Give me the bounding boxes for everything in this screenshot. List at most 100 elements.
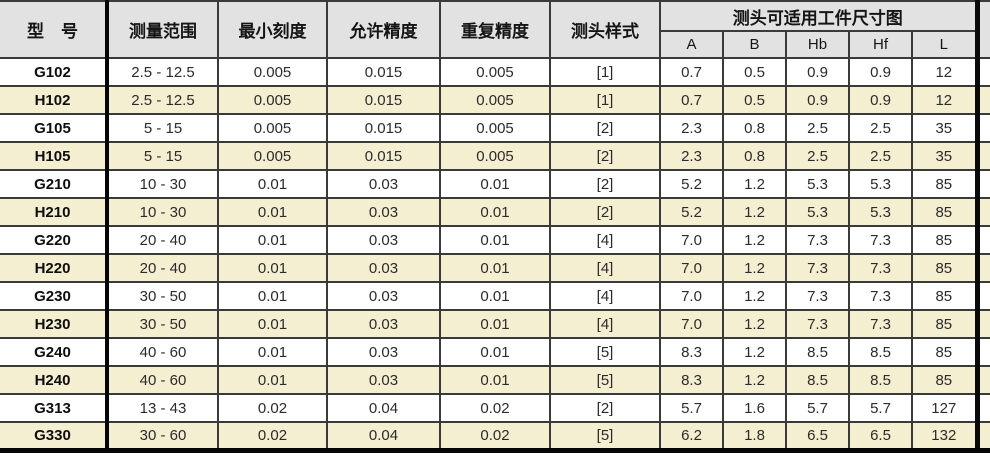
cell-value: 5.2 xyxy=(659,197,724,227)
cell-value: 0.03 xyxy=(326,197,441,227)
cell-value: 1.2 xyxy=(722,197,787,227)
cell-value: 0.01 xyxy=(217,169,328,199)
cell-value: 0.015 xyxy=(326,141,441,171)
cell-value: 0.02 xyxy=(217,421,328,453)
cell-model: G220 xyxy=(0,225,109,255)
cell-value: 30 - 50 xyxy=(106,309,219,339)
cell-value: 0.01 xyxy=(439,309,551,339)
cell-value: 0.01 xyxy=(217,365,328,395)
table-row: G240 40 - 60 0.01 0.03 0.01 [5] 8.3 1.2 … xyxy=(0,337,990,367)
cell-partial xyxy=(977,309,990,339)
cell-model: G330 xyxy=(0,421,109,453)
cell-value: 10 - 30 xyxy=(106,169,219,199)
cell-value: 20 - 40 xyxy=(106,253,219,283)
table-row: H240 40 - 60 0.01 0.03 0.01 [5] 8.3 1.2 … xyxy=(0,365,990,395)
cell-value: 7.0 xyxy=(659,225,724,255)
header-min-scale: 最小刻度 xyxy=(217,0,328,59)
cell-value: 0.9 xyxy=(848,57,913,87)
cell-value: 1.2 xyxy=(722,169,787,199)
cell-value: 5.7 xyxy=(659,393,724,423)
cell-partial xyxy=(977,141,990,171)
cell-value: 0.01 xyxy=(439,281,551,311)
cell-value: 0.005 xyxy=(439,85,551,115)
header-dim-hb: Hb xyxy=(785,30,850,59)
cell-value: [2] xyxy=(549,113,661,143)
cell-value: 1.2 xyxy=(722,225,787,255)
cell-value: 5.3 xyxy=(785,197,850,227)
cell-value: 1.2 xyxy=(722,253,787,283)
cell-value: 1.2 xyxy=(722,365,787,395)
cell-value: 5.3 xyxy=(785,169,850,199)
cell-value: 0.01 xyxy=(439,225,551,255)
cell-value: 0.01 xyxy=(217,281,328,311)
cell-value: 2.5 xyxy=(848,113,913,143)
header-dim-a: A xyxy=(659,30,724,59)
cell-value: 30 - 60 xyxy=(106,421,219,453)
cell-value: 0.5 xyxy=(722,57,787,87)
table-row: H210 10 - 30 0.01 0.03 0.01 [2] 5.2 1.2 … xyxy=(0,197,990,227)
cell-value: 0.03 xyxy=(326,225,441,255)
cell-value: [4] xyxy=(549,253,661,283)
cell-value: 2.5 xyxy=(785,113,850,143)
cell-value: 0.02 xyxy=(217,393,328,423)
cell-value: [2] xyxy=(549,141,661,171)
cell-value: 0.005 xyxy=(439,113,551,143)
table-row: G210 10 - 30 0.01 0.03 0.01 [2] 5.2 1.2 … xyxy=(0,169,990,199)
cell-value: 0.01 xyxy=(217,337,328,367)
cell-value: 0.005 xyxy=(217,85,328,115)
cell-value: 0.04 xyxy=(326,393,441,423)
cell-value: 6.2 xyxy=(659,421,724,453)
cell-value: 5 - 15 xyxy=(106,113,219,143)
cell-partial xyxy=(977,57,990,87)
cell-value: 1.8 xyxy=(722,421,787,453)
cell-value: 7.3 xyxy=(848,281,913,311)
table-row: G102 2.5 - 12.5 0.005 0.015 0.005 [1] 0.… xyxy=(0,57,990,87)
cell-value: 0.03 xyxy=(326,337,441,367)
cell-value: 8.5 xyxy=(848,365,913,395)
cell-value: 10 - 30 xyxy=(106,197,219,227)
cell-partial xyxy=(977,113,990,143)
table-row: G230 30 - 50 0.01 0.03 0.01 [4] 7.0 1.2 … xyxy=(0,281,990,311)
cell-value: [4] xyxy=(549,309,661,339)
cell-value: 0.04 xyxy=(326,421,441,453)
cell-value: 0.01 xyxy=(217,225,328,255)
cell-value: [5] xyxy=(549,337,661,367)
cell-value: 12 xyxy=(910,85,980,115)
cell-value: 0.5 xyxy=(722,85,787,115)
cell-value: 7.3 xyxy=(848,309,913,339)
cell-model: G210 xyxy=(0,169,109,199)
cell-model: H240 xyxy=(0,365,109,395)
cell-model: H105 xyxy=(0,141,109,171)
cell-value: 6.5 xyxy=(785,421,850,453)
cell-partial xyxy=(977,169,990,199)
cell-value: 85 xyxy=(910,309,980,339)
cell-value: 2.3 xyxy=(659,113,724,143)
cell-value: 0.9 xyxy=(785,57,850,87)
cell-value: [2] xyxy=(549,169,661,199)
header-dim-l: L xyxy=(910,30,980,59)
cell-model: G240 xyxy=(0,337,109,367)
cell-model: G230 xyxy=(0,281,109,311)
cell-value: 0.8 xyxy=(722,141,787,171)
cell-value: 2.5 - 12.5 xyxy=(106,85,219,115)
table-row: H230 30 - 50 0.01 0.03 0.01 [4] 7.0 1.2 … xyxy=(0,309,990,339)
cell-value: 7.0 xyxy=(659,309,724,339)
cell-value: 2.3 xyxy=(659,141,724,171)
cell-value: 0.03 xyxy=(326,253,441,283)
cell-value: 1.2 xyxy=(722,281,787,311)
cell-value: 35 xyxy=(910,113,980,143)
cell-value: 2.5 - 12.5 xyxy=(106,57,219,87)
cell-value: 0.01 xyxy=(439,337,551,367)
cell-value: 8.5 xyxy=(785,365,850,395)
header-partial-column xyxy=(977,0,990,59)
cell-value: 20 - 40 xyxy=(106,225,219,255)
cell-value: 0.01 xyxy=(217,253,328,283)
table-row: G220 20 - 40 0.01 0.03 0.01 [4] 7.0 1.2 … xyxy=(0,225,990,255)
cell-value: 85 xyxy=(910,281,980,311)
cell-value: 0.02 xyxy=(439,421,551,453)
header-model: 型 号 xyxy=(0,0,109,59)
cell-value: [2] xyxy=(549,197,661,227)
cell-value: 0.7 xyxy=(659,57,724,87)
